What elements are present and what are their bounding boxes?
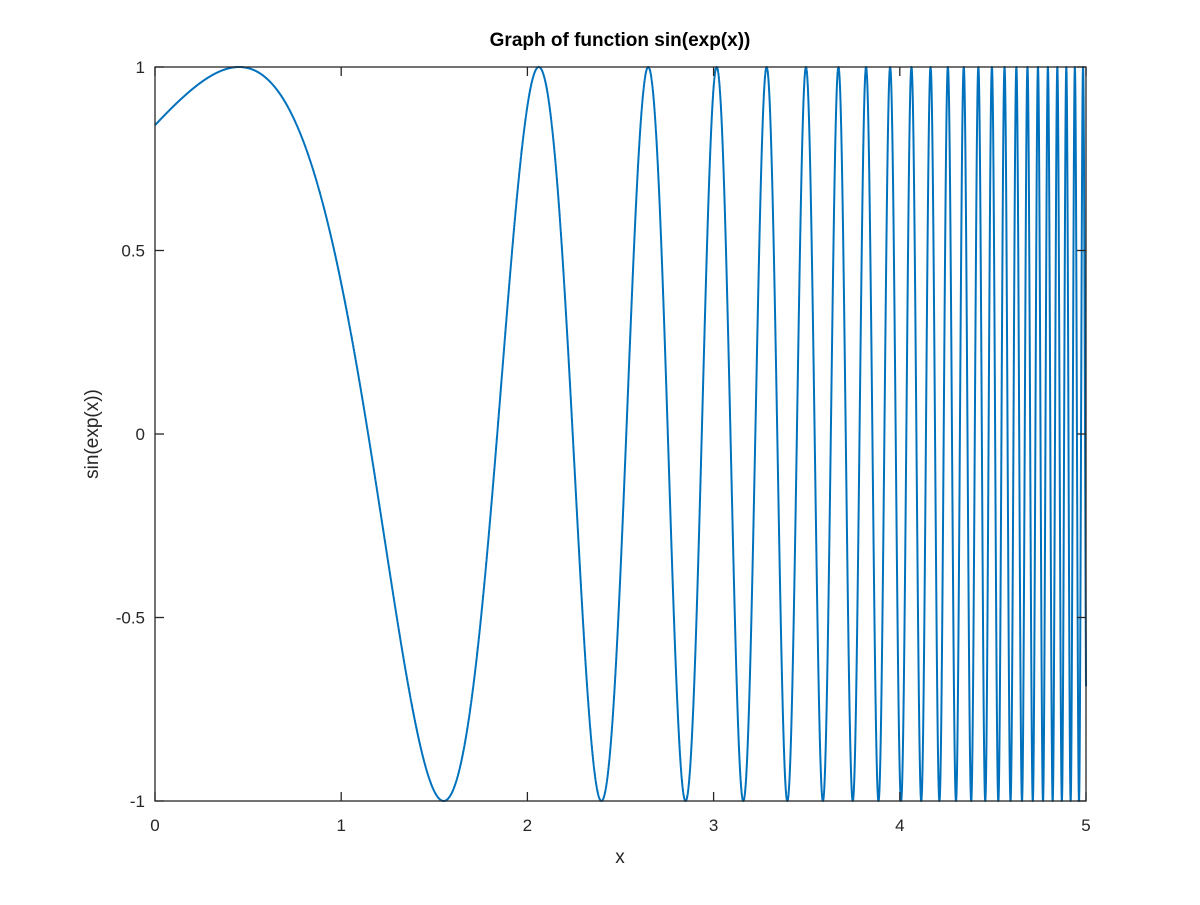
y-tick-label: -1 xyxy=(130,792,145,811)
y-tick-label: 0 xyxy=(136,425,145,444)
y-axis-label: sin(exp(x)) xyxy=(82,389,103,479)
y-tick-label: -0.5 xyxy=(116,609,145,628)
y-axis-ticks: 1 0.5 0 -0.5 -1 xyxy=(116,58,1086,811)
series-line-sin-exp-x xyxy=(154,66,1087,802)
x-axis-label: x xyxy=(615,847,625,868)
plot-area xyxy=(155,67,1086,801)
y-tick-label: 1 xyxy=(136,58,145,77)
x-tick-label: 0 xyxy=(150,816,159,835)
x-tick-label: 4 xyxy=(895,816,904,835)
x-tick-label: 2 xyxy=(523,816,532,835)
x-tick-label: 1 xyxy=(336,816,345,835)
chart-title: Graph of function sin(exp(x)) xyxy=(490,30,751,51)
x-tick-label: 5 xyxy=(1081,816,1090,835)
y-tick-label: 0.5 xyxy=(121,242,145,261)
x-axis-ticks: 0 1 2 3 4 5 xyxy=(150,67,1091,835)
x-tick-label: 3 xyxy=(709,816,718,835)
